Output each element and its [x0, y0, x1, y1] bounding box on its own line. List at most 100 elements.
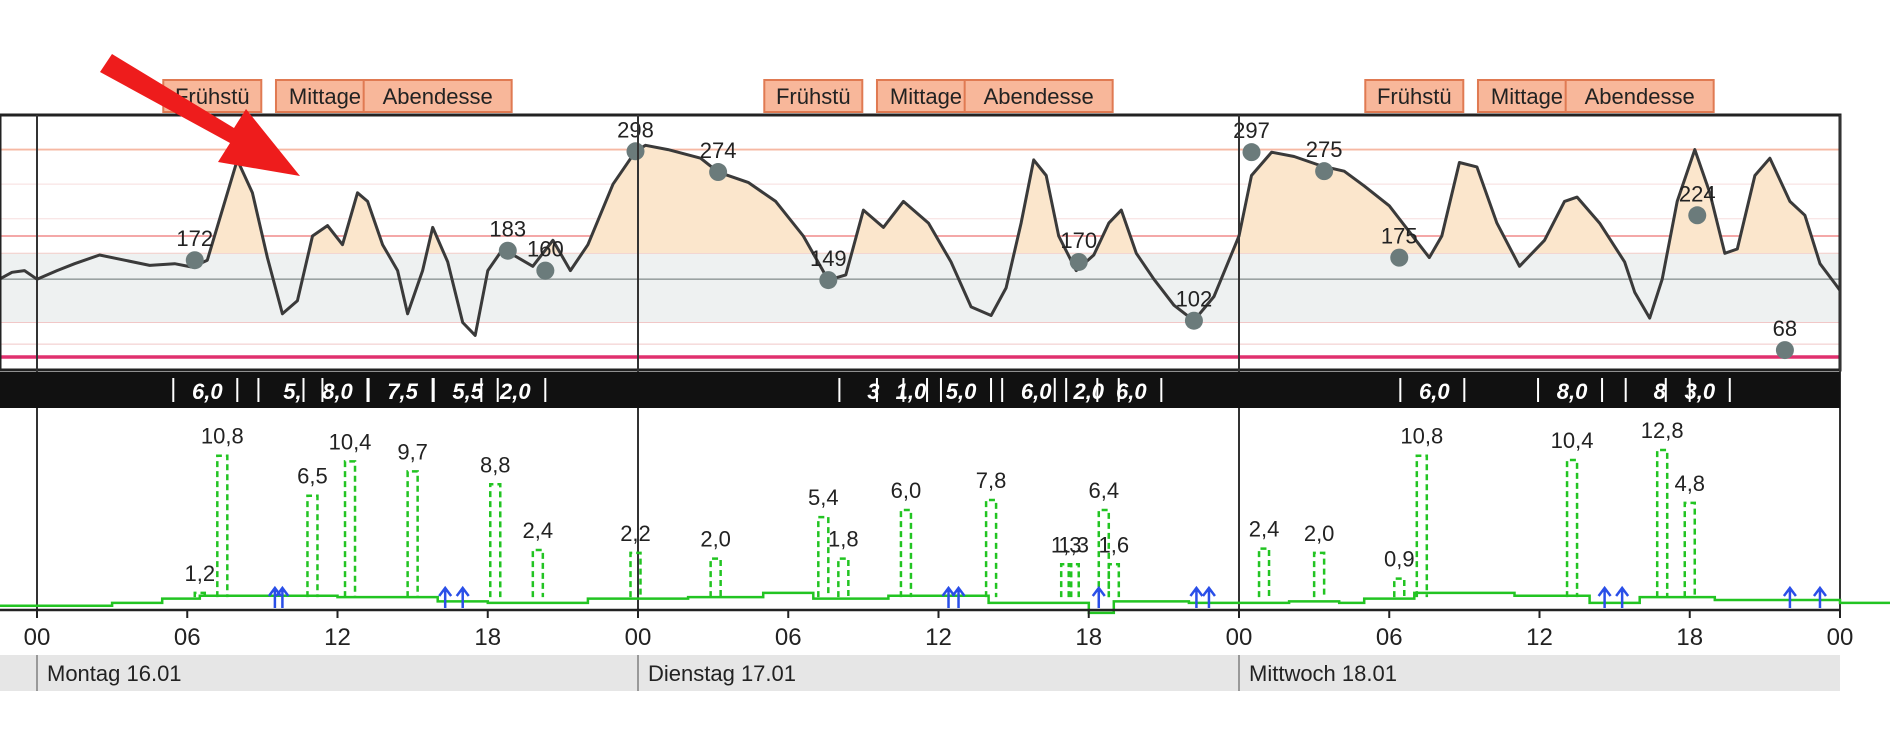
glucose-reading-label: 175: [1381, 224, 1418, 249]
pump-event-marker: [1091, 585, 1106, 608]
carbs-value-label: 8: [1654, 379, 1667, 404]
meal-tag: [362, 79, 513, 113]
carbs-value-label: 6,0: [1419, 379, 1450, 404]
bolus-bar: [1257, 547, 1271, 598]
x-tick-label: 18: [1075, 624, 1102, 651]
bolus-value-label: 2,0: [1304, 521, 1335, 546]
glucose-reading-point: [1242, 143, 1261, 162]
bolus-value-label: 1,3: [1051, 532, 1082, 557]
bolus-bar: [406, 470, 419, 598]
meal-tag-label: Mittage: [1491, 84, 1563, 109]
glucose-reading-point: [1315, 162, 1334, 181]
glucose-reading-label: 224: [1679, 181, 1716, 206]
meal-tag: [1364, 79, 1465, 113]
bolus-bar: [709, 557, 722, 598]
bolus-bar: [1683, 501, 1696, 598]
bolus-value-label: 1,6: [1098, 532, 1129, 557]
carbs-value-label: 8,0: [1557, 379, 1588, 404]
bolus-value-label: 0,9: [1384, 547, 1415, 572]
bolus-bar: [1393, 577, 1406, 598]
bolus-value-label: 12,8: [1641, 418, 1684, 443]
glucose-reading-point: [1184, 311, 1203, 330]
glucose-reading-label: 183: [489, 217, 526, 242]
bolus-bar: [1097, 508, 1111, 598]
carbs-value-label: 6,0: [1021, 379, 1052, 404]
pump-event-marker: [275, 585, 290, 608]
glucose-reading-label: 275: [1306, 137, 1343, 162]
bolus-value-label: 10,8: [201, 424, 244, 449]
bolus-value-label: 2,4: [523, 518, 554, 543]
basal-rate-line: [0, 591, 1890, 615]
glucose-reading-point: [1390, 248, 1409, 267]
bolus-bar: [531, 548, 545, 598]
x-tick-label: 00: [1827, 624, 1854, 651]
glucose-reading-point: [498, 241, 517, 260]
bolus-bar: [984, 498, 998, 598]
glucose-reading-point: [185, 251, 204, 270]
meal-tag: [963, 79, 1114, 113]
bolus-bar: [343, 460, 357, 598]
carbs-value-label: 6,0: [192, 379, 223, 404]
carbs-value-label: 5,5: [452, 379, 483, 404]
bolus-bar: [1655, 448, 1669, 598]
glucose-reading-point: [626, 142, 645, 161]
day-label: Montag 16.01: [47, 661, 182, 686]
carbs-value-label: 5,: [283, 379, 301, 404]
carbs-value-label: 1,0: [896, 379, 927, 404]
bolus-bar: [489, 483, 502, 598]
bolus-bar: [216, 454, 229, 598]
pump-event-marker: [1812, 585, 1827, 608]
x-tick-label: 00: [625, 624, 652, 651]
x-tick-label: 00: [1226, 624, 1253, 651]
x-tick-label: 00: [24, 624, 51, 651]
bolus-value-label: 1,3: [1058, 532, 1089, 557]
bolus-value-label: 6,0: [891, 478, 922, 503]
bolus-bar: [899, 508, 913, 598]
bolus-value-label: 2,4: [1249, 517, 1280, 542]
bolus-bar: [1565, 458, 1579, 598]
x-tick-label: 06: [1376, 624, 1403, 651]
pump-event-marker: [1615, 585, 1630, 608]
bolus-bar: [817, 515, 830, 598]
glucose-reading-point: [819, 271, 838, 290]
day-label: Dienstag 17.01: [648, 661, 796, 686]
bolus-value-label: 6,4: [1088, 478, 1119, 503]
carbs-bar: [0, 372, 1840, 408]
x-tick-label: 18: [474, 624, 501, 651]
bolus-bar: [837, 557, 850, 598]
meal-tag: [1564, 79, 1715, 113]
pump-event-marker: [941, 585, 956, 608]
pump-event-marker: [455, 585, 470, 608]
meal-tag-label: Abendesse: [383, 84, 493, 109]
pump-event-marker: [1782, 585, 1797, 608]
carbs-value-label: 6,0: [1116, 379, 1147, 404]
glucose-reading-point: [1069, 252, 1088, 271]
bolus-value-label: 10,4: [329, 429, 372, 454]
bolus-value-label: 2,0: [700, 527, 731, 552]
bolus-value-label: 1,2: [184, 561, 215, 586]
meal-tag: [763, 79, 864, 113]
bolus-bar: [629, 551, 642, 598]
x-tick-label: 06: [775, 624, 802, 651]
red-arrow: [100, 54, 300, 176]
bolus-value-label: 6,5: [297, 464, 328, 489]
bolus-value-label: 7,8: [976, 468, 1007, 493]
carbs-value-label: 3,0: [1684, 379, 1715, 404]
cgm-curve: [0, 143, 1840, 337]
meal-tag-label: Abendesse: [1585, 84, 1695, 109]
x-tick-label: 12: [324, 624, 351, 651]
bolus-value-label: 9,7: [397, 439, 428, 464]
glucose-reading-label: 170: [1060, 228, 1097, 253]
glucose-reading-point: [1688, 206, 1707, 225]
meal-tag: [274, 79, 375, 113]
x-tick-label: 18: [1676, 624, 1703, 651]
carbs-value-label: 7,5: [387, 379, 418, 404]
bolus-value-label: 8,8: [480, 452, 511, 477]
meal-tag-label: Abendesse: [984, 84, 1094, 109]
carbs-value-label: 5,0: [946, 379, 977, 404]
meal-tag-label: Frühstü: [776, 84, 851, 109]
meal-tag-label: Frühstü: [1377, 84, 1452, 109]
meal-tag-label: Mittage: [890, 84, 962, 109]
bolus-value-label: 10,4: [1551, 428, 1594, 453]
